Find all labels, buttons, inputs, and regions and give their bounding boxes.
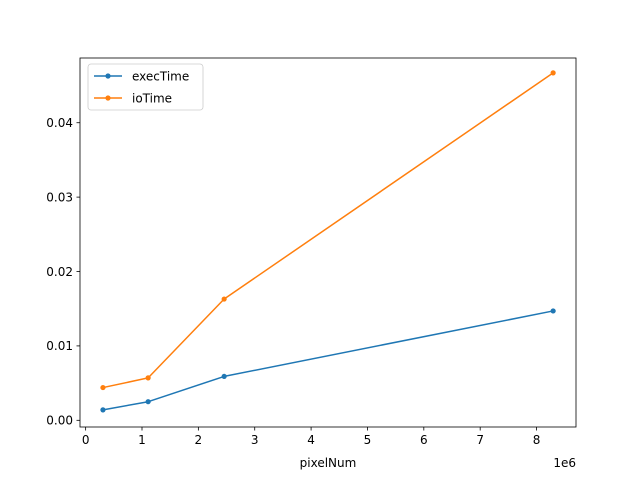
x-tick-label: 7 xyxy=(476,433,484,447)
legend-label-ioTime: ioTime xyxy=(132,91,172,105)
y-tick-label: 0.03 xyxy=(46,190,73,204)
x-tick-label: 0 xyxy=(82,433,90,447)
x-tick-label: 6 xyxy=(420,433,428,447)
series-line-execTime xyxy=(102,310,554,411)
x-axis: 0 1 2 3 4 5 6 7 8 xyxy=(82,427,541,447)
x-axis-offset-label: 1e6 xyxy=(553,456,576,470)
y-tick-label: 0.01 xyxy=(46,339,73,353)
legend-label-execTime: execTime xyxy=(132,69,189,83)
y-tick-label: 0.02 xyxy=(46,265,73,279)
data-point-execTime xyxy=(550,308,556,314)
data-point-execTime xyxy=(221,373,227,380)
x-tick-label: 5 xyxy=(364,433,372,447)
data-point-execTime xyxy=(145,399,151,405)
y-tick-label: 0.00 xyxy=(46,414,73,428)
x-tick-label: 1 xyxy=(138,433,146,447)
data-point-execTime xyxy=(100,407,106,413)
data-point-ioTime xyxy=(550,70,556,76)
x-tick-label: 3 xyxy=(251,433,259,447)
y-tick-label: 0.04 xyxy=(46,116,73,130)
series-line-ioTime xyxy=(102,72,554,389)
x-tick-label: 2 xyxy=(195,433,203,447)
legend-marker-ioTime xyxy=(105,95,111,101)
x-axis-label: pixelNum xyxy=(300,456,357,470)
data-point-ioTime xyxy=(145,375,151,381)
legend-marker-execTime xyxy=(105,73,111,79)
x-tick-label: 4 xyxy=(307,433,315,447)
plot-area xyxy=(100,70,556,413)
y-axis: 0.00 0.01 0.02 0.03 0.04 xyxy=(46,116,80,428)
legend: execTime ioTime xyxy=(87,63,204,111)
x-tick-label: 8 xyxy=(533,433,541,447)
data-point-ioTime xyxy=(100,384,106,391)
axes-frame xyxy=(79,57,577,428)
data-point-ioTime xyxy=(221,296,227,302)
